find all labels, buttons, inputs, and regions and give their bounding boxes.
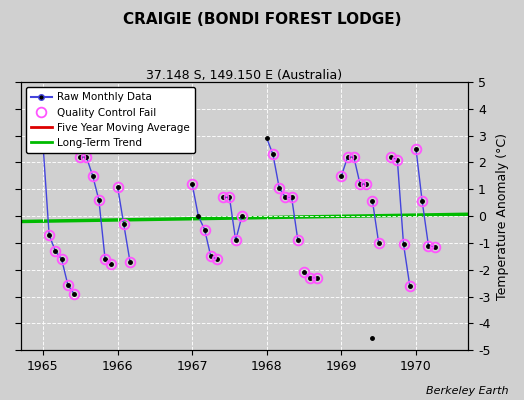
Y-axis label: Temperature Anomaly (°C): Temperature Anomaly (°C) [496, 133, 509, 300]
Text: Berkeley Earth: Berkeley Earth [426, 386, 508, 396]
Text: CRAIGIE (BONDI FOREST LODGE): CRAIGIE (BONDI FOREST LODGE) [123, 12, 401, 27]
Legend: Raw Monthly Data, Quality Control Fail, Five Year Moving Average, Long-Term Tren: Raw Monthly Data, Quality Control Fail, … [26, 87, 195, 153]
Title: 37.148 S, 149.150 E (Australia): 37.148 S, 149.150 E (Australia) [146, 69, 343, 82]
